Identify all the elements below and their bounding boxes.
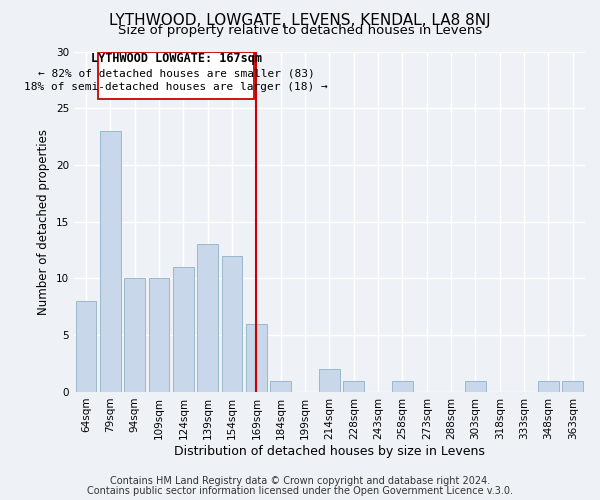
Bar — [343, 380, 364, 392]
Bar — [149, 278, 169, 392]
Text: ← 82% of detached houses are smaller (83): ← 82% of detached houses are smaller (83… — [38, 68, 314, 78]
Bar — [538, 380, 559, 392]
Text: LYTHWOOD, LOWGATE, LEVENS, KENDAL, LA8 8NJ: LYTHWOOD, LOWGATE, LEVENS, KENDAL, LA8 8… — [109, 12, 491, 28]
Text: 18% of semi-detached houses are larger (18) →: 18% of semi-detached houses are larger (… — [24, 82, 328, 92]
Bar — [392, 380, 413, 392]
Text: Size of property relative to detached houses in Levens: Size of property relative to detached ho… — [118, 24, 482, 37]
Text: LYTHWOOD LOWGATE: 167sqm: LYTHWOOD LOWGATE: 167sqm — [91, 52, 262, 66]
Bar — [76, 301, 97, 392]
X-axis label: Distribution of detached houses by size in Levens: Distribution of detached houses by size … — [174, 444, 485, 458]
Bar — [222, 256, 242, 392]
FancyBboxPatch shape — [98, 52, 254, 99]
Bar — [100, 131, 121, 392]
Bar — [197, 244, 218, 392]
Bar — [319, 370, 340, 392]
Y-axis label: Number of detached properties: Number of detached properties — [37, 128, 50, 314]
Bar — [271, 380, 291, 392]
Bar — [246, 324, 267, 392]
Bar — [173, 267, 194, 392]
Bar — [562, 380, 583, 392]
Bar — [124, 278, 145, 392]
Text: Contains HM Land Registry data © Crown copyright and database right 2024.: Contains HM Land Registry data © Crown c… — [110, 476, 490, 486]
Bar — [465, 380, 486, 392]
Text: Contains public sector information licensed under the Open Government Licence v.: Contains public sector information licen… — [87, 486, 513, 496]
